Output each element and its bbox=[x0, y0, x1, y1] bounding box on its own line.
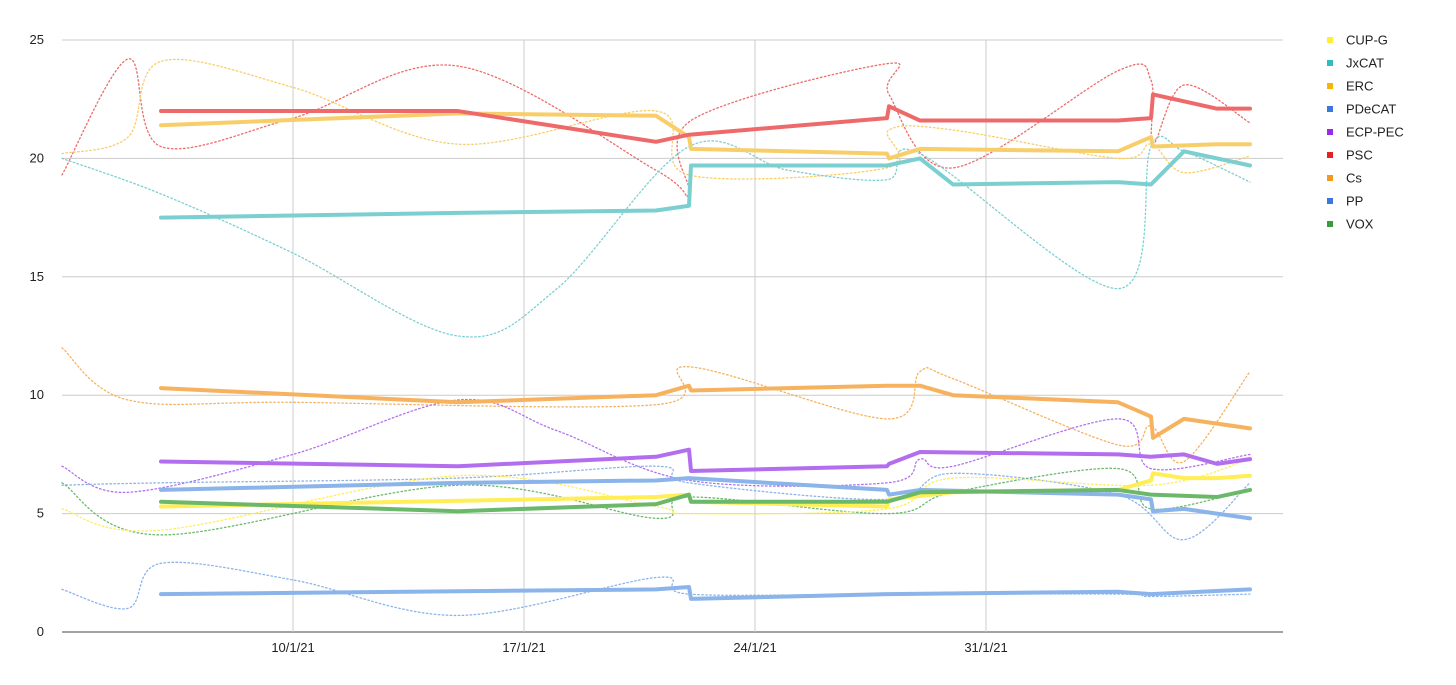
series-lines bbox=[159, 92, 1252, 601]
legend-label: JxCAT bbox=[1346, 56, 1384, 71]
trendline-vox bbox=[61, 467, 1251, 536]
legend-label: Cs bbox=[1346, 171, 1362, 186]
legend-swatch bbox=[1327, 152, 1333, 158]
y-axis: 0 5 10 15 20 25 bbox=[30, 32, 44, 639]
legend: CUP-G JxCAT ERC PDeCAT ECP-PEC PSC Cs PP VOX bbox=[1327, 33, 1404, 232]
legend-swatch bbox=[1327, 106, 1333, 112]
y-tick-label: 25 bbox=[30, 32, 44, 47]
legend-swatch bbox=[1327, 60, 1333, 66]
y-tick-label: 10 bbox=[30, 387, 44, 402]
legend-label: CUP-G bbox=[1346, 33, 1388, 48]
legend-swatch bbox=[1327, 221, 1333, 227]
x-tick-label: 10/1/21 bbox=[271, 640, 314, 655]
y-tick-label: 0 bbox=[37, 624, 44, 639]
legend-swatch bbox=[1327, 83, 1333, 89]
series-line-vox bbox=[159, 487, 1252, 514]
trendline-cs bbox=[61, 347, 1251, 464]
series-line-pdecat bbox=[159, 585, 1252, 601]
series-line-ecp-pec bbox=[159, 447, 1252, 473]
trendline-pdecat bbox=[61, 561, 1251, 617]
legend-label: VOX bbox=[1346, 217, 1374, 232]
legend-swatch bbox=[1327, 175, 1333, 181]
x-tick-label: 31/1/21 bbox=[964, 640, 1007, 655]
y-tick-label: 20 bbox=[30, 150, 44, 165]
legend-label: ERC bbox=[1346, 79, 1373, 94]
trendline-cup-g bbox=[61, 458, 1251, 532]
legend-swatch bbox=[1327, 37, 1333, 43]
legend-swatch bbox=[1327, 129, 1333, 135]
y-tick-label: 15 bbox=[30, 269, 44, 284]
legend-label: ECP-PEC bbox=[1346, 125, 1404, 140]
legend-swatch bbox=[1327, 198, 1333, 204]
series-line-pp bbox=[159, 476, 1252, 521]
x-tick-label: 17/1/21 bbox=[502, 640, 545, 655]
trendline-pp bbox=[61, 465, 1251, 541]
trendline-ecp-pec bbox=[61, 398, 1251, 493]
trendline-jxcat bbox=[61, 135, 1251, 338]
trendline-psc bbox=[61, 58, 1251, 198]
legend-label: PDeCAT bbox=[1346, 102, 1396, 117]
series-line-jxcat bbox=[159, 149, 1252, 220]
series-line-cs bbox=[159, 383, 1252, 440]
y-tick-label: 5 bbox=[37, 506, 44, 521]
legend-label: PP bbox=[1346, 194, 1363, 209]
series-line-psc bbox=[159, 92, 1252, 144]
series-line-erc bbox=[159, 111, 1252, 161]
x-axis: 10/1/21 17/1/21 24/1/21 31/1/21 bbox=[271, 640, 1007, 655]
legend-label: PSC bbox=[1346, 148, 1373, 163]
x-tick-label: 24/1/21 bbox=[733, 640, 776, 655]
